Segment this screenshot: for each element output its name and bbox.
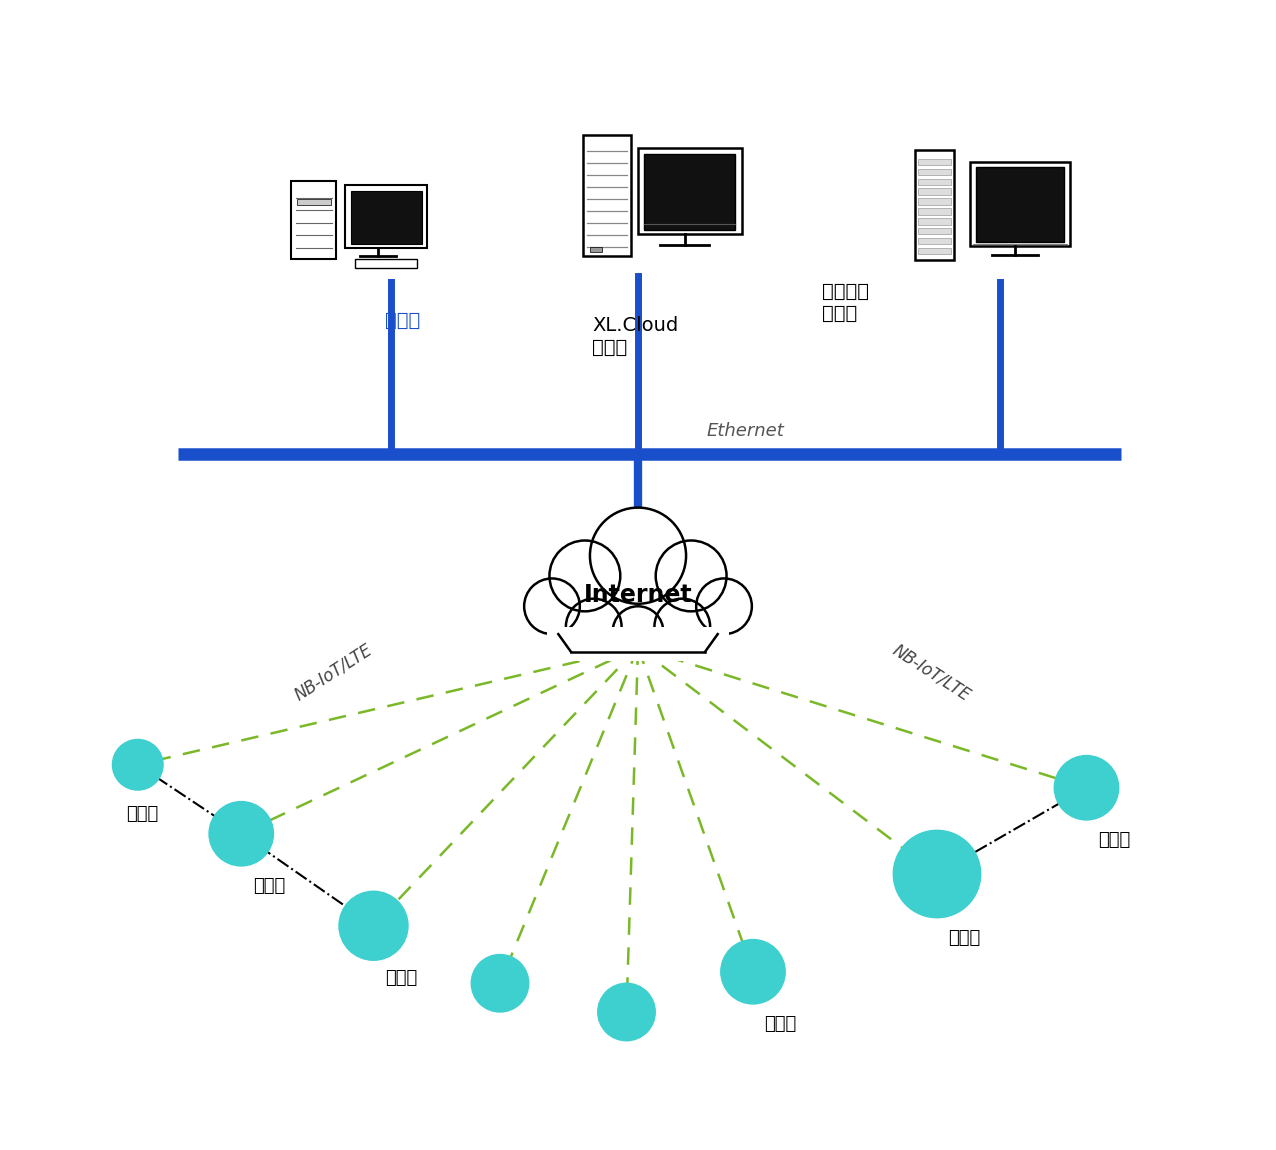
Bar	[346, 185, 427, 248]
Bar	[915, 150, 954, 260]
Bar	[919, 218, 951, 224]
Bar	[590, 247, 602, 252]
Circle shape	[656, 540, 726, 612]
Circle shape	[209, 802, 273, 866]
Text: 监测点: 监测点	[948, 929, 981, 948]
Circle shape	[471, 954, 528, 1012]
Text: 政府大数
据平台: 政府大数 据平台	[822, 282, 869, 323]
Bar	[291, 182, 337, 259]
Text: 监测点: 监测点	[253, 877, 285, 896]
Circle shape	[112, 739, 163, 790]
Circle shape	[524, 578, 579, 634]
Circle shape	[893, 830, 981, 918]
Bar	[583, 135, 632, 255]
Bar	[970, 162, 1071, 245]
Circle shape	[565, 599, 621, 654]
Bar	[297, 199, 330, 205]
Bar	[919, 169, 951, 175]
Text: XL.Cloud
服务器: XL.Cloud 服务器	[592, 316, 679, 358]
Circle shape	[655, 599, 711, 654]
Bar	[355, 259, 417, 268]
FancyBboxPatch shape	[550, 624, 726, 652]
Bar	[919, 208, 951, 215]
Circle shape	[721, 940, 785, 1004]
Bar	[644, 154, 735, 230]
Bar	[919, 228, 951, 235]
Text: NB-IoT/LTE: NB-IoT/LTE	[291, 641, 375, 705]
Bar	[919, 159, 951, 166]
Bar	[919, 178, 951, 185]
Text: 监测点: 监测点	[126, 805, 158, 823]
Text: Internet: Internet	[583, 583, 693, 606]
Text: 监测点: 监测点	[1099, 831, 1131, 850]
Bar	[351, 191, 421, 244]
Text: NB-IoT/LTE: NB-IoT/LTE	[889, 641, 974, 705]
Bar	[919, 198, 951, 205]
Bar	[638, 148, 741, 235]
Circle shape	[697, 578, 752, 634]
Bar	[919, 247, 951, 254]
Circle shape	[550, 540, 620, 612]
Bar	[976, 167, 1064, 242]
Text: 监测点: 监测点	[764, 1015, 796, 1034]
Text: 操作站: 操作站	[385, 310, 420, 330]
Circle shape	[612, 606, 664, 657]
Circle shape	[1054, 756, 1119, 820]
Circle shape	[590, 507, 686, 604]
Bar	[919, 238, 951, 244]
Bar	[919, 189, 951, 196]
Circle shape	[339, 891, 408, 960]
FancyBboxPatch shape	[547, 627, 729, 660]
Text: Ethernet: Ethernet	[707, 422, 785, 440]
Circle shape	[597, 983, 656, 1041]
Text: 监测点: 监测点	[385, 969, 417, 988]
